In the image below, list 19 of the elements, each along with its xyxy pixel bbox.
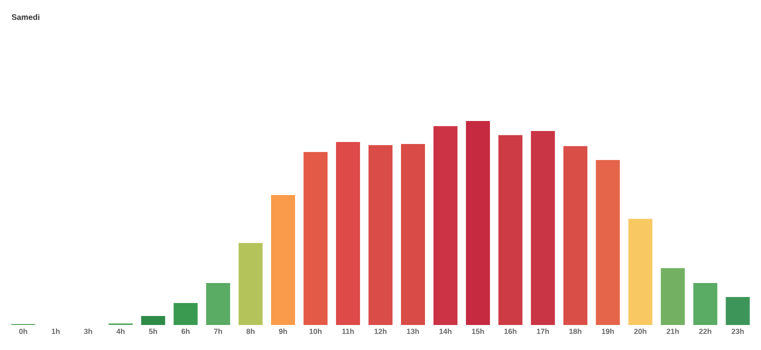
bar [563,146,588,325]
bar [238,242,263,325]
bar [530,130,555,325]
bar [596,160,620,325]
bar [726,297,750,325]
bar [466,121,490,325]
bar [206,282,230,325]
bar [336,142,360,325]
bar [271,195,296,325]
bar [400,144,425,325]
bar [628,218,652,325]
bar [433,126,458,325]
bar [693,282,718,325]
bar [141,316,166,325]
bar [498,135,522,325]
bar [174,302,198,325]
bar [368,145,393,325]
bar [660,268,685,325]
bar [304,152,328,325]
